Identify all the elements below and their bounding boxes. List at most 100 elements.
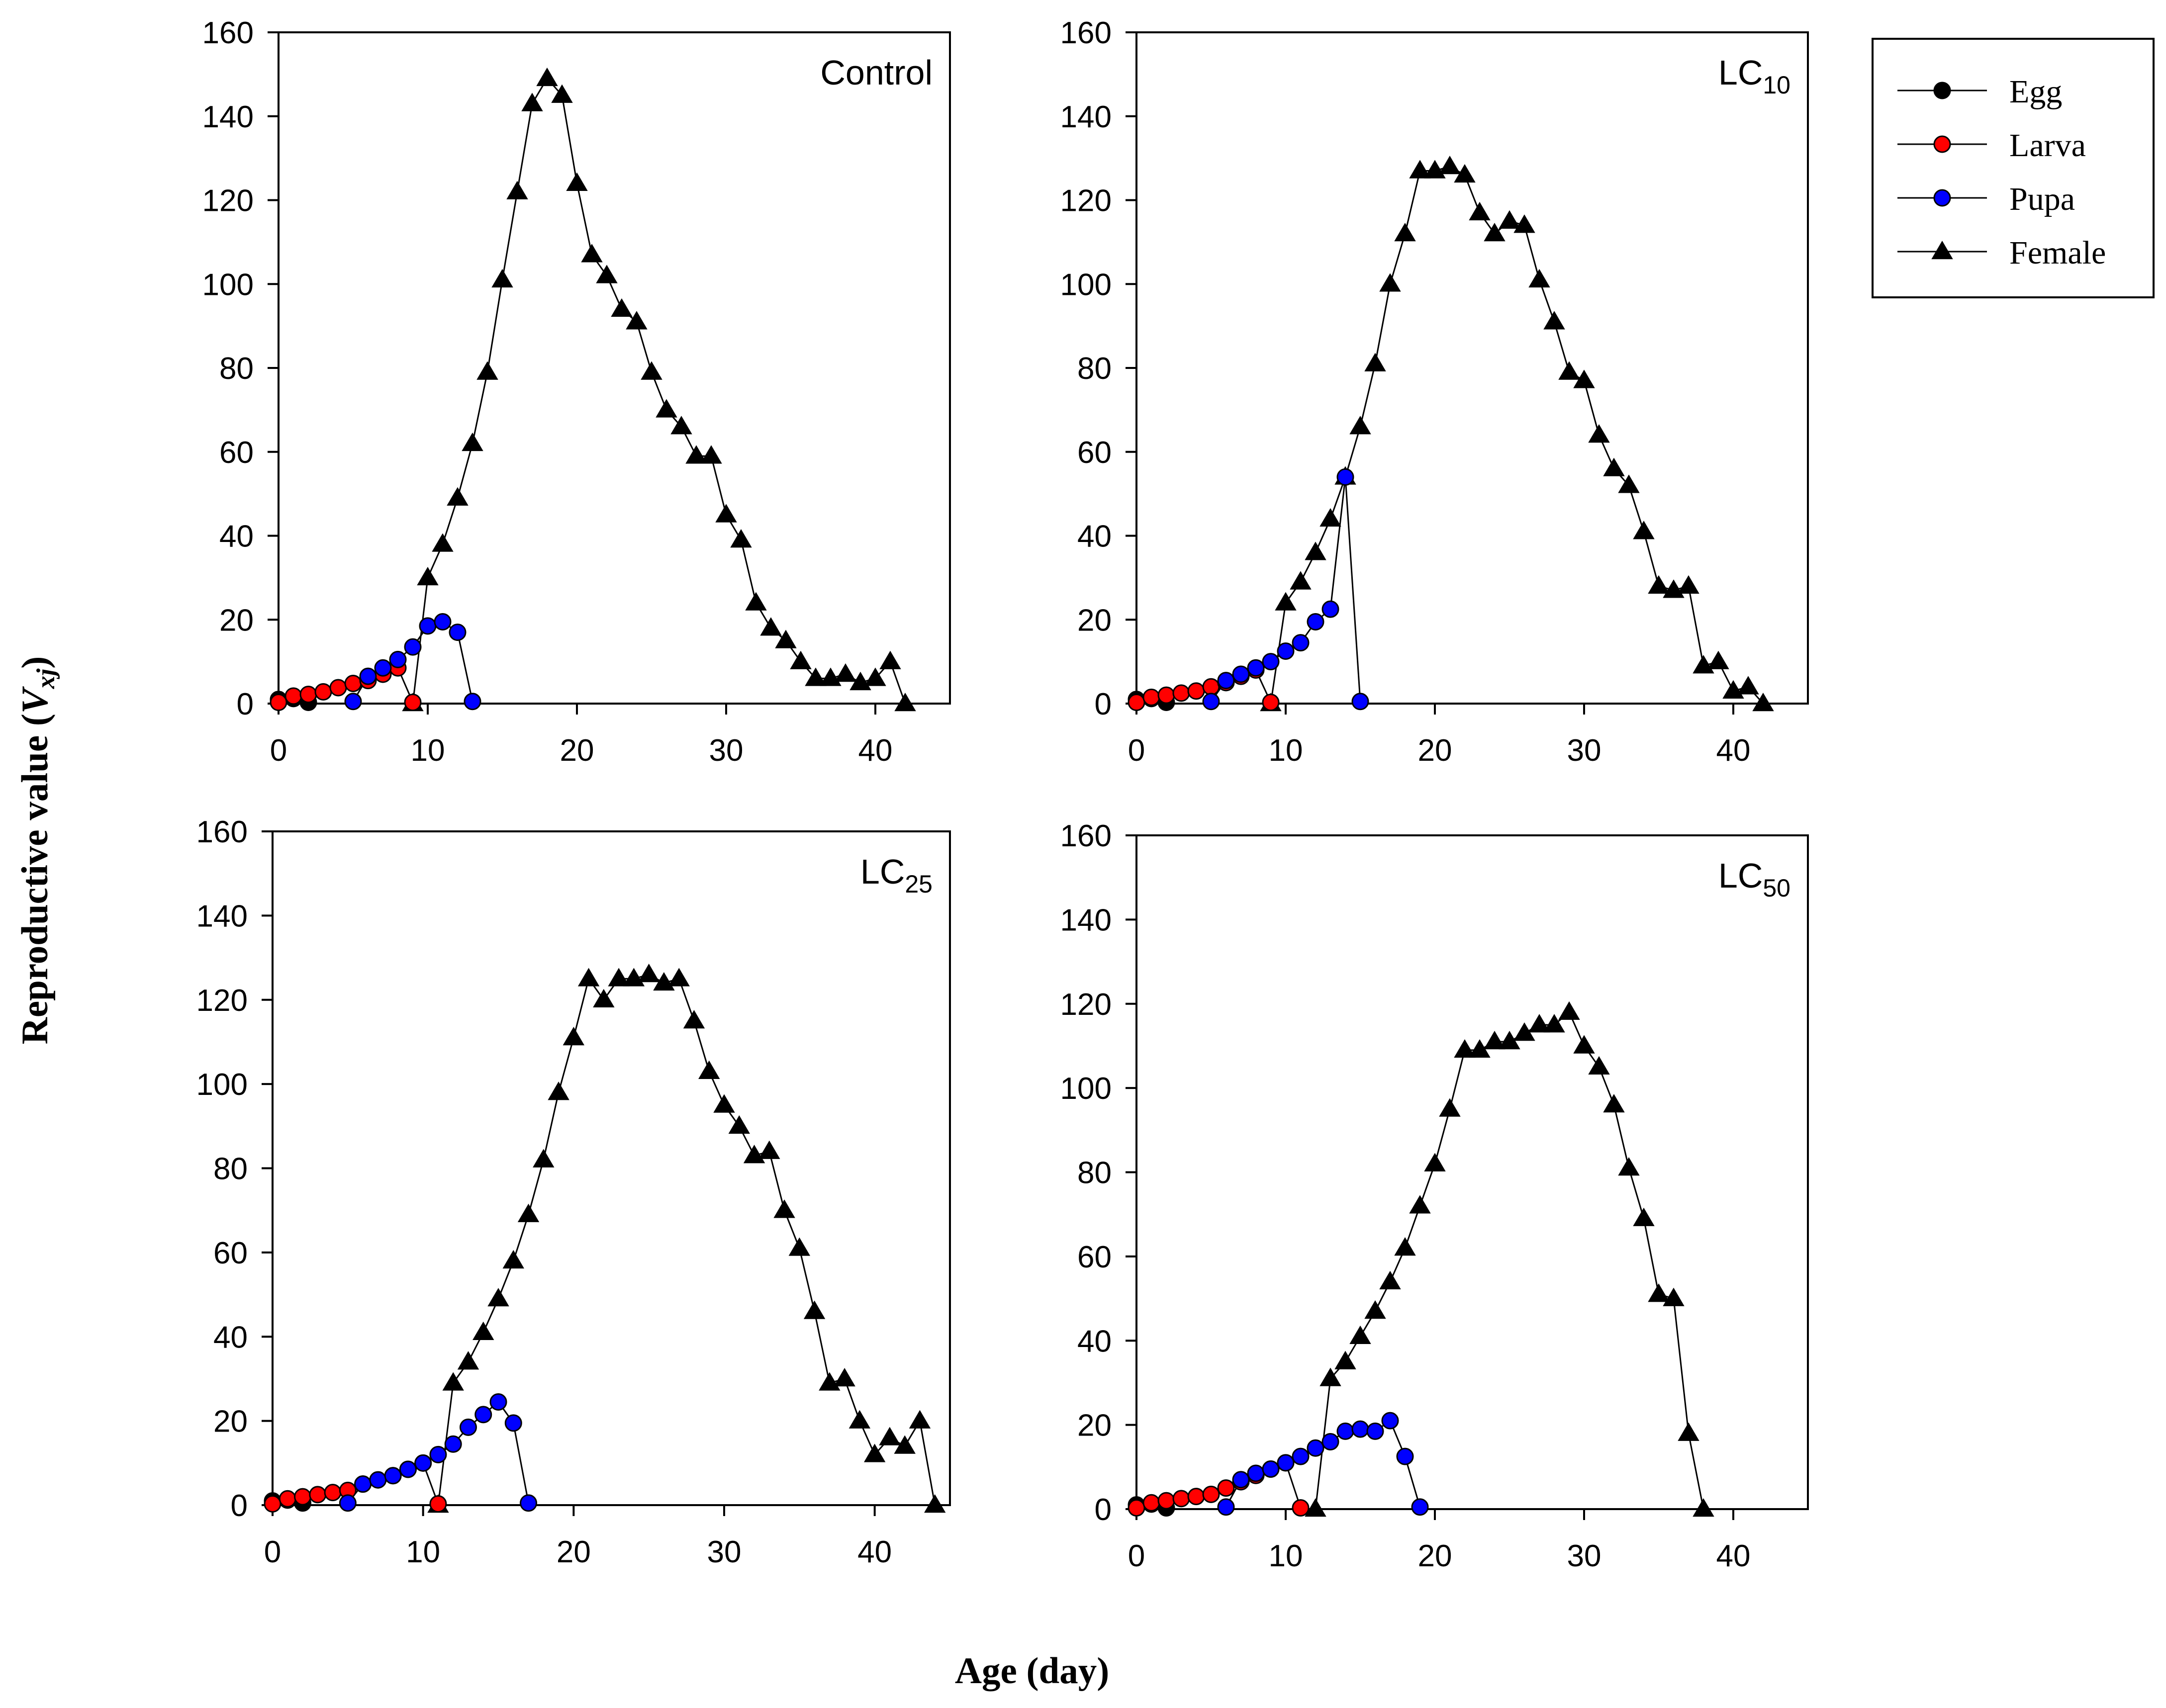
y-tick-label: 160	[1060, 16, 1112, 50]
data-point-pupa	[504, 1414, 522, 1432]
data-point-female	[1469, 201, 1491, 221]
data-point-female	[548, 1081, 569, 1100]
data-point-larva	[270, 693, 287, 711]
panel-title-main: LC	[860, 852, 905, 891]
data-point-female	[472, 1321, 494, 1341]
data-point-female	[1633, 1207, 1655, 1226]
y-tick-label: 80	[213, 1152, 248, 1186]
data-point-female	[894, 1435, 916, 1454]
x-tick-label: 0	[270, 733, 287, 768]
panel-title-subscript: 50	[1763, 874, 1790, 902]
data-point-female	[909, 1410, 931, 1429]
data-point-pupa	[1217, 672, 1235, 690]
x-tick-label: 40	[1716, 733, 1751, 768]
data-point-female	[417, 566, 439, 586]
data-point-female	[1752, 693, 1774, 712]
data-point-larva	[1157, 1492, 1175, 1510]
data-point-pupa	[399, 1460, 417, 1478]
x-tick-label: 20	[1418, 1539, 1452, 1573]
data-point-female	[728, 1115, 750, 1134]
legend-entry-larva: Larva	[1897, 127, 2086, 164]
legend-label: Pupa	[2009, 181, 2075, 217]
legend-marker-female	[1931, 241, 1953, 260]
data-point-female	[536, 67, 558, 87]
data-point-larva	[314, 683, 332, 701]
legend-marker-larva	[1933, 135, 1951, 153]
data-point-female	[487, 1288, 509, 1307]
data-point-female	[656, 399, 677, 418]
series-female	[1305, 1001, 1714, 1517]
data-point-female	[803, 1300, 826, 1319]
data-point-larva	[404, 693, 422, 711]
x-tick-label: 30	[707, 1535, 742, 1569]
x-tick-label: 20	[557, 1535, 591, 1569]
data-point-pupa	[1232, 665, 1250, 683]
data-point-female	[924, 1494, 946, 1513]
data-point-female	[760, 617, 782, 636]
data-point-female	[577, 968, 600, 987]
data-point-female	[698, 1060, 720, 1079]
y-tick-label: 80	[1077, 1156, 1112, 1190]
y-tick-label: 0	[1095, 1493, 1112, 1527]
data-point-pupa	[384, 1467, 402, 1485]
data-point-female	[670, 416, 692, 435]
y-tick-label: 140	[202, 100, 254, 134]
panel-title-subscript: 25	[905, 870, 933, 898]
data-point-female	[790, 650, 812, 669]
x-tick-label: 40	[858, 733, 893, 768]
data-point-female	[1439, 1098, 1461, 1117]
data-point-female	[1678, 1422, 1699, 1441]
data-point-female	[1305, 541, 1326, 560]
x-tick-label: 0	[1128, 733, 1145, 768]
data-point-female	[1543, 1014, 1565, 1033]
data-point-pupa	[1292, 1447, 1310, 1465]
data-point-pupa	[1336, 468, 1354, 486]
chart-panel-4: 0 20 40 60 80 100 120 140 160 0 10 20 30 40 LC50	[1060, 819, 1809, 1573]
y-tick-label: 20	[219, 603, 254, 637]
y-tick-label: 100	[1060, 1072, 1112, 1106]
x-tick-label: 10	[406, 1535, 440, 1569]
data-point-larva	[1202, 678, 1220, 696]
data-point-female	[879, 650, 901, 669]
data-point-pupa	[1321, 600, 1339, 618]
data-point-female	[1663, 1287, 1685, 1306]
x-axis-label: Age (day)	[955, 1650, 1109, 1692]
panel-title-subscript: 10	[1763, 71, 1790, 99]
data-point-female	[476, 361, 498, 380]
data-point-larva	[1128, 1499, 1145, 1517]
data-point-female	[506, 180, 528, 199]
series-female	[402, 67, 916, 712]
data-point-female	[593, 989, 615, 1007]
data-point-pupa	[344, 693, 362, 711]
y-tick-label: 80	[219, 352, 254, 386]
y-axis-label: Reproductive value (Vxj)	[14, 656, 60, 1045]
data-point-female	[1394, 1237, 1416, 1256]
data-point-female	[683, 1010, 705, 1029]
y-tick-label: 20	[1077, 603, 1112, 637]
data-point-female	[1349, 416, 1371, 435]
y-tick-label: 160	[1060, 819, 1112, 853]
data-point-female	[442, 1372, 464, 1391]
data-point-female	[1484, 1031, 1506, 1050]
data-point-pupa	[1307, 1439, 1324, 1457]
data-point-female	[1737, 676, 1759, 695]
x-tick-label: 30	[709, 733, 744, 768]
data-point-pupa	[1411, 1498, 1429, 1516]
data-point-female	[1603, 457, 1625, 476]
data-point-larva	[344, 675, 362, 692]
data-point-female	[864, 667, 886, 686]
chart-panel-1: 0 20 40 60 80 100 120 140 160 0 10 20 30 40 Control	[202, 16, 951, 768]
data-point-larva	[1217, 1479, 1235, 1497]
data-point-female	[1648, 1283, 1670, 1302]
y-axis-label-symbol: V	[14, 686, 56, 714]
data-point-female	[1364, 1300, 1386, 1319]
y-tick-label: 60	[219, 436, 254, 470]
data-point-female	[668, 968, 690, 987]
data-point-pupa	[444, 1435, 462, 1453]
legend-entry-pupa: Pupa	[1897, 181, 2075, 217]
data-point-pupa	[434, 613, 452, 630]
data-point-larva	[1172, 684, 1190, 702]
data-point-pupa	[429, 1445, 447, 1463]
data-point-pupa	[1277, 1454, 1295, 1472]
